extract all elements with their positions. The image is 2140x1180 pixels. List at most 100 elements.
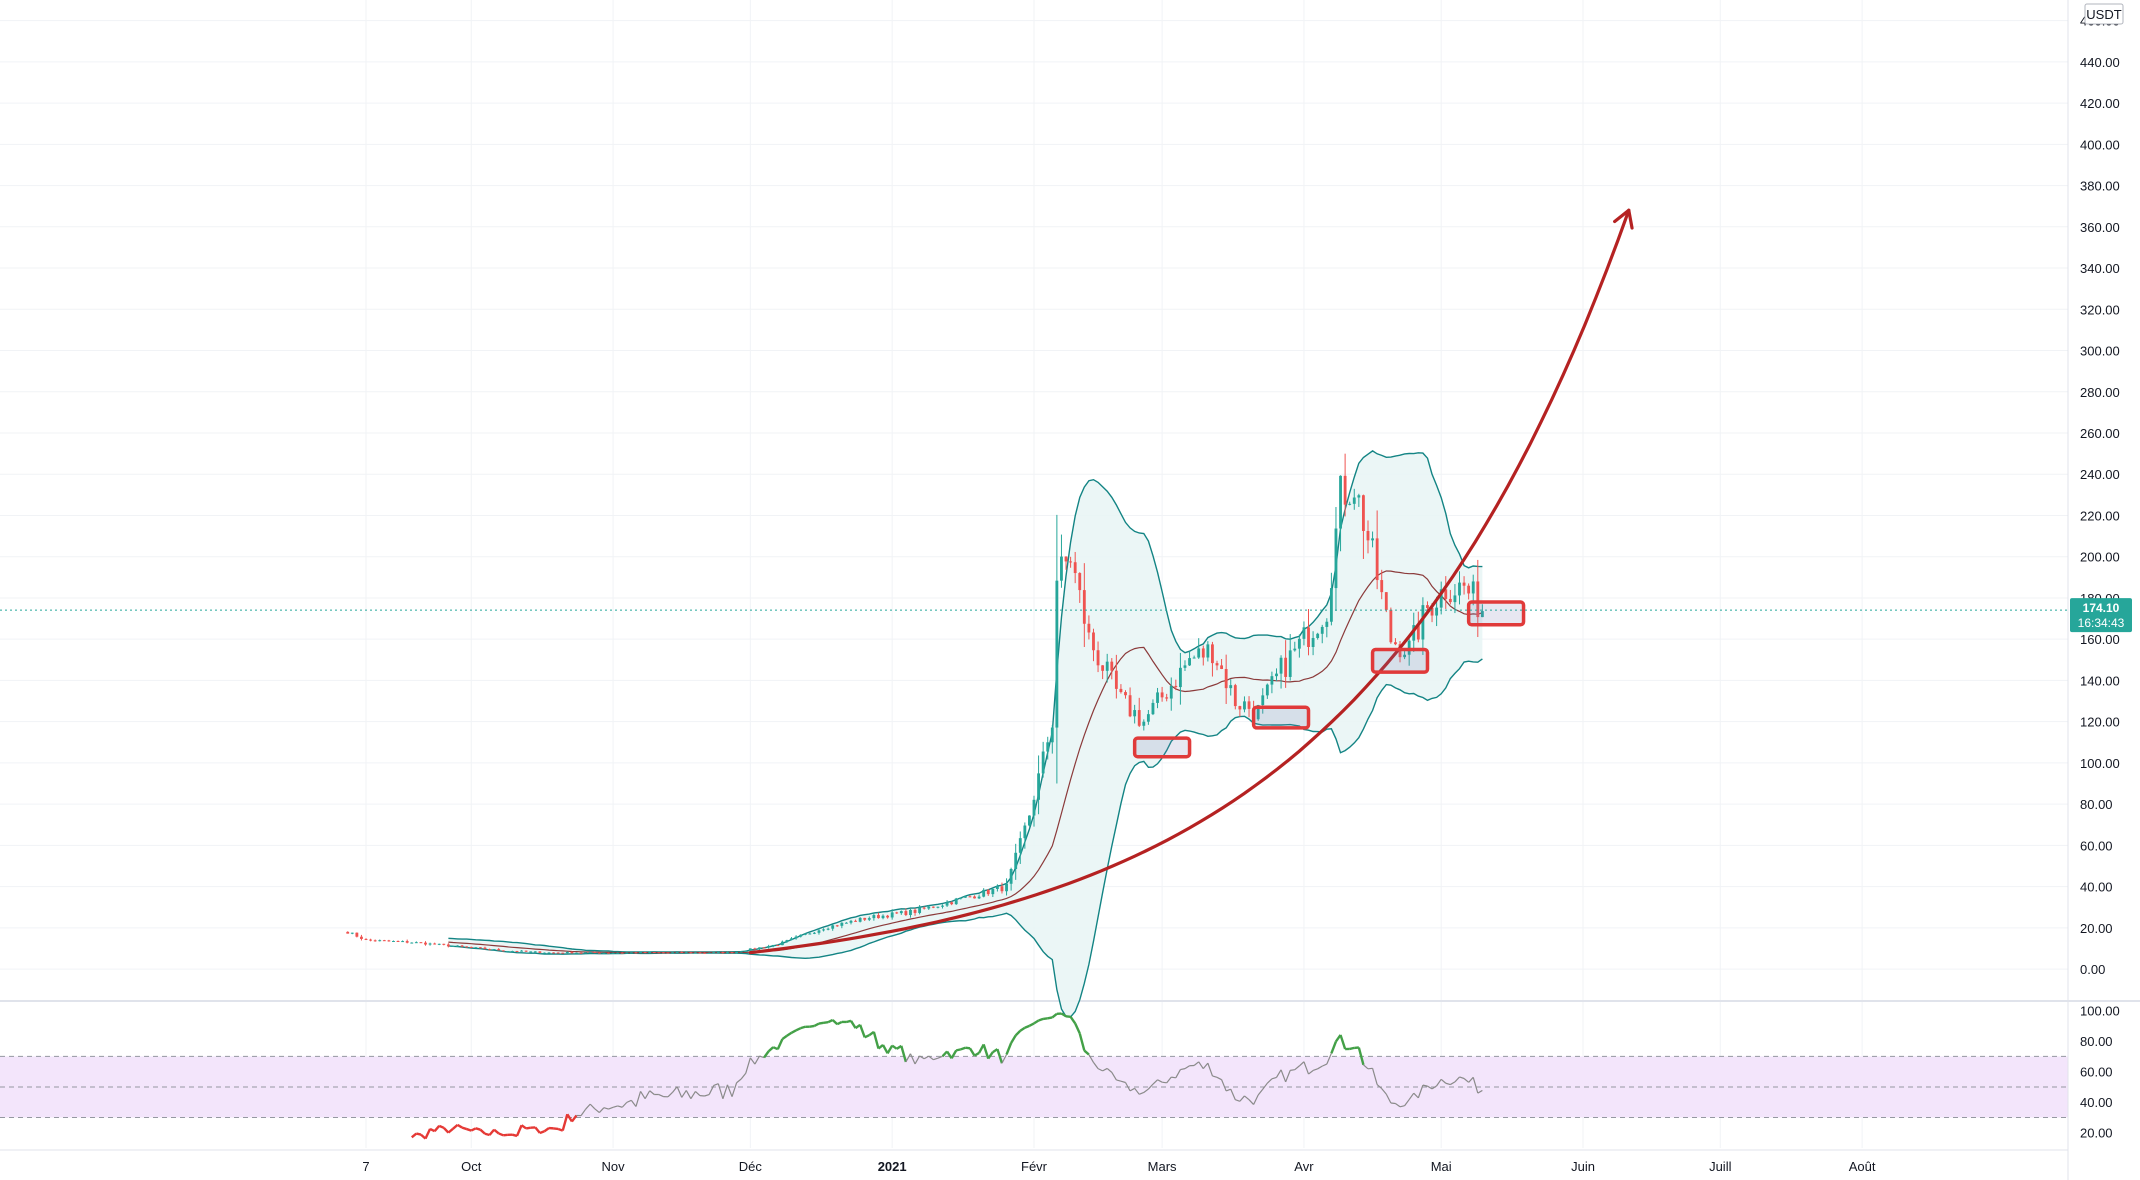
- rsi-line-segment: [479, 1128, 486, 1135]
- candle-body: [689, 952, 693, 954]
- rsi-line-segment: [772, 1046, 779, 1051]
- candle-body: [863, 917, 867, 920]
- rsi-line-segment: [598, 1107, 605, 1113]
- price-tick-label: 20.00: [2080, 921, 2113, 936]
- rsi-line-segment: [1427, 1085, 1433, 1090]
- rsi-line-segment: [612, 1105, 618, 1108]
- candle-body: [744, 950, 748, 952]
- rsi-line-segment: [411, 1132, 418, 1139]
- price-axis[interactable]: 460.00440.00420.00400.00380.00360.00340.…: [2067, 0, 2124, 1180]
- candle-body: [771, 944, 775, 947]
- rsi-line-segment: [433, 1125, 441, 1132]
- rsi-line-segment: [1330, 1040, 1338, 1054]
- rsi-line-segment: [553, 1127, 559, 1131]
- rsi-line-segment: [996, 1048, 1004, 1064]
- candle-body: [684, 952, 688, 954]
- candle-body: [520, 950, 523, 952]
- rsi-line-segment: [1371, 1068, 1378, 1085]
- candle-body: [909, 909, 912, 916]
- candle-body: [826, 928, 830, 930]
- candle-body: [808, 933, 812, 935]
- candle-body: [890, 912, 894, 918]
- candle-body: [776, 944, 780, 946]
- rsi-tick-label: 20.00: [2080, 1126, 2113, 1141]
- candle-body: [1256, 705, 1260, 720]
- candle-body: [616, 952, 620, 954]
- candle-body: [785, 940, 789, 942]
- rsi-line-segment: [919, 1055, 925, 1060]
- rsi-line-segment: [740, 1072, 747, 1080]
- rsi-line-segment: [950, 1049, 958, 1059]
- candle-body: [629, 952, 633, 954]
- rsi-line-segment: [1248, 1099, 1255, 1105]
- candle-body: [593, 951, 597, 953]
- time-tick-label: Nov: [602, 1159, 626, 1174]
- candle-body: [1348, 503, 1352, 505]
- candle-body: [1247, 701, 1251, 709]
- rsi-line-segment: [1171, 1076, 1176, 1079]
- candle-body: [1046, 742, 1050, 752]
- candle-body: [694, 952, 697, 954]
- candle-body: [575, 952, 578, 954]
- rsi-line-segment: [1463, 1078, 1470, 1083]
- candle-body: [355, 932, 359, 937]
- rsi-line-segment: [1271, 1076, 1277, 1080]
- candle-body: [666, 952, 670, 954]
- candle-body: [396, 940, 400, 942]
- candle-body: [918, 907, 922, 913]
- rsi-line-segment: [1275, 1069, 1282, 1078]
- rsi-line-segment: [872, 1031, 880, 1049]
- candle-body: [1151, 702, 1155, 715]
- rsi-line-segment: [493, 1128, 500, 1135]
- rsi-line-segment: [442, 1126, 450, 1134]
- candle-body: [456, 945, 459, 947]
- rsi-line-segment: [1078, 1033, 1086, 1051]
- candle-body: [1215, 663, 1219, 666]
- rsi-line-segment: [1440, 1078, 1447, 1084]
- candle-body: [547, 952, 551, 954]
- candle-body: [1480, 611, 1484, 618]
- candle-body: [643, 951, 647, 953]
- rsi-line-segment: [1074, 1022, 1081, 1034]
- rsi-line-segment: [1385, 1093, 1392, 1104]
- candle-body: [1311, 638, 1315, 647]
- rsi-line-segment: [1047, 1016, 1053, 1020]
- candle-body: [428, 943, 432, 945]
- rsi-axis[interactable]: 100.00 80.00 60.00 40.00 20.00: [2080, 1004, 2120, 1141]
- candle-body: [1105, 661, 1109, 671]
- price-tick-label: 100.00: [2080, 756, 2120, 771]
- rsi-line-segment: [566, 1113, 573, 1123]
- candle-body: [469, 946, 473, 948]
- candle-body: [401, 941, 405, 943]
- rsi-line-segment: [1390, 1102, 1396, 1105]
- rsi-line-segment: [644, 1090, 651, 1100]
- price-tick-label: 320.00: [2080, 302, 2120, 317]
- candle-body: [968, 896, 972, 898]
- time-axis[interactable]: 7 Oct Nov Déc 2021 Févr Mars Avr Mai Juin Juill Aoû…: [362, 1159, 1875, 1174]
- highlight-box: [1132, 736, 1192, 759]
- candle-body: [1188, 658, 1191, 666]
- candle-body: [1380, 580, 1384, 593]
- candle-body: [941, 905, 944, 907]
- candle-body: [945, 902, 949, 906]
- rsi-line-segment: [864, 1034, 870, 1039]
- rsi-line-segment: [672, 1086, 678, 1093]
- candle-body: [433, 943, 437, 945]
- time-tick-label: Mars: [1148, 1159, 1177, 1174]
- rsi-line-segment: [447, 1127, 454, 1134]
- candle-body: [1453, 595, 1457, 603]
- candle-body: [620, 952, 624, 954]
- rsi-line-segment: [891, 1044, 898, 1050]
- candle-body: [1297, 638, 1301, 649]
- rsi-line-segment: [1060, 1012, 1067, 1018]
- rsi-line-segment: [823, 1021, 829, 1024]
- candle-body: [1037, 773, 1040, 800]
- trend-arrow-head: [1613, 208, 1631, 224]
- rsi-line-segment: [946, 1050, 953, 1059]
- price-tick-label: 120.00: [2080, 715, 2120, 730]
- rsi-line-segment: [461, 1126, 468, 1131]
- rsi-line-segment: [1024, 1024, 1030, 1029]
- rsi-line-segment: [960, 1046, 966, 1051]
